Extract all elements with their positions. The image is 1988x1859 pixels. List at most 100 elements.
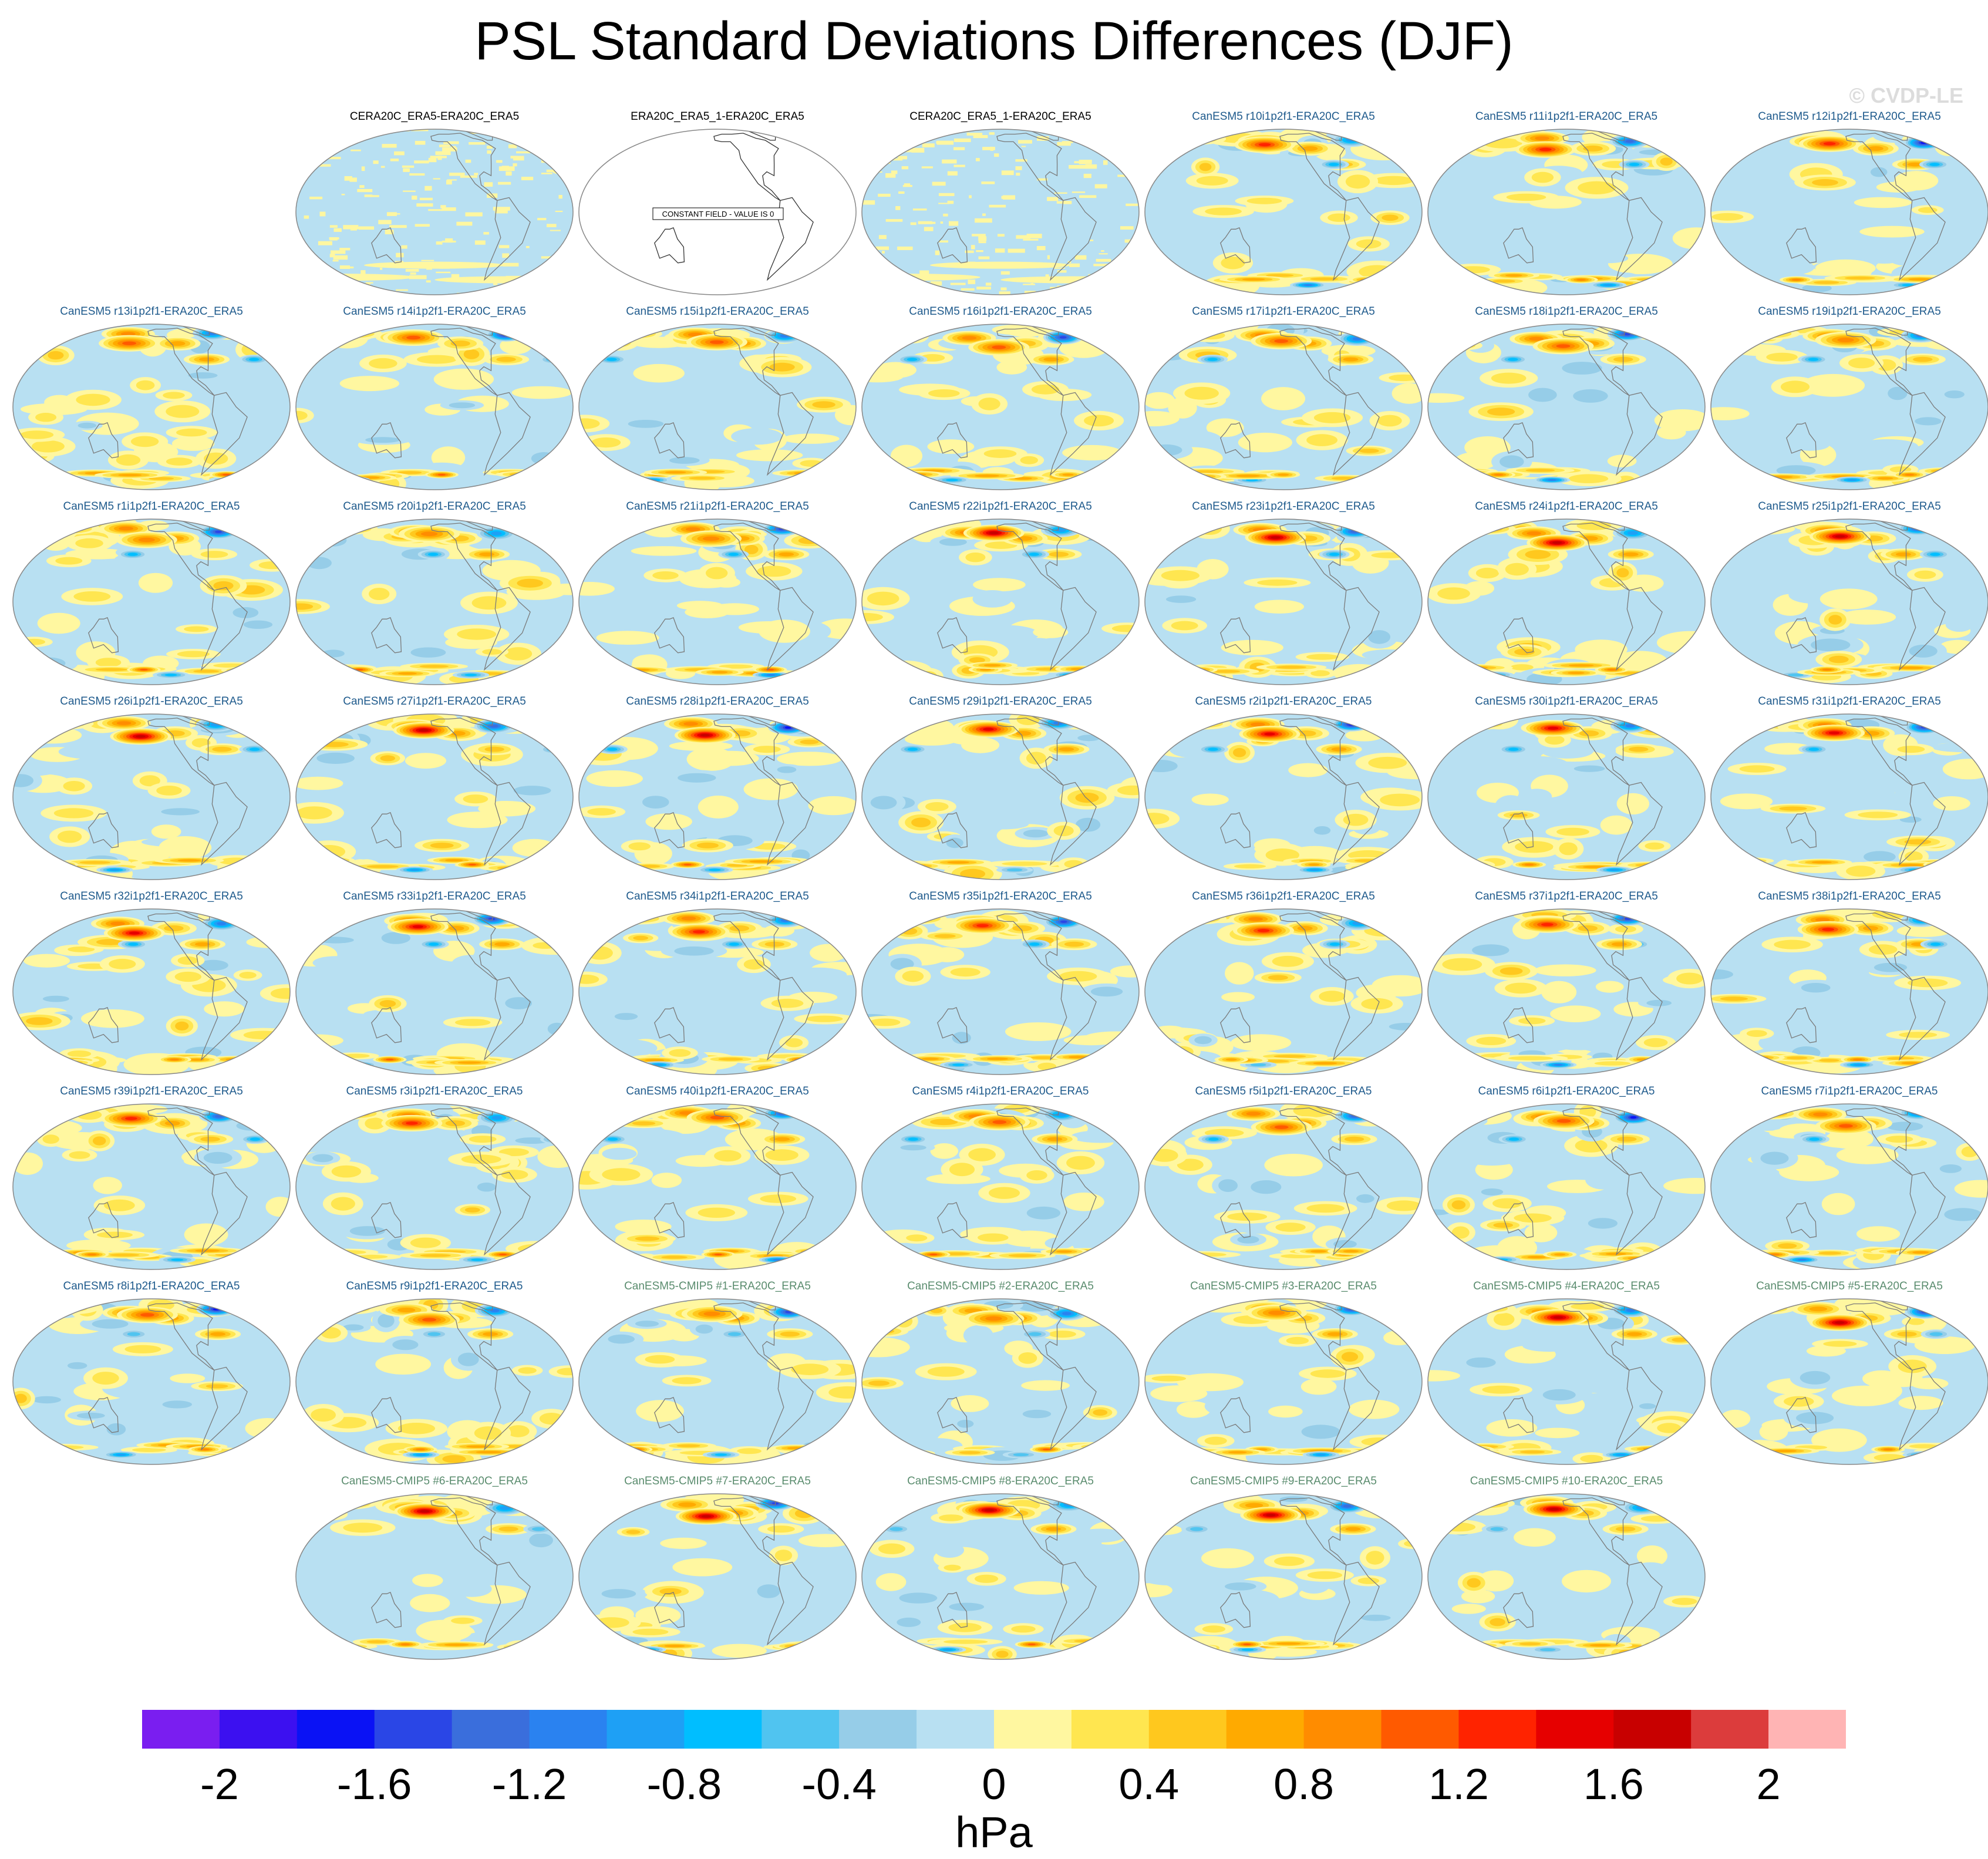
colorbar-swatch — [606, 1710, 685, 1749]
colorbar-swatch — [219, 1710, 298, 1749]
map-globe — [861, 1298, 1140, 1465]
colorbar-tick-label: -0.8 — [646, 1760, 722, 1809]
map-globe — [578, 1298, 857, 1465]
map-panel: CanESM5 r35i1p2f1-ERA20C_ERA5 — [860, 890, 1141, 1077]
map-panel: CanESM5 r15i1p2f1-ERA20C_ERA5 — [577, 305, 858, 492]
map-panel-title: CanESM5 r16i1p2f1-ERA20C_ERA5 — [909, 305, 1092, 318]
colorbar-swatch — [1381, 1710, 1460, 1749]
map-panel: CanESM5-CMIP5 #9-ERA20C_ERA5 — [1143, 1475, 1424, 1662]
constant-field-note: CONSTANT FIELD - VALUE IS 0 — [662, 210, 774, 218]
map-panel-title: CanESM5-CMIP5 #8-ERA20C_ERA5 — [907, 1475, 1094, 1487]
map-panel: CanESM5 r38i1p2f1-ERA20C_ERA5 — [1709, 890, 1988, 1077]
map-panel-title: CanESM5 r18i1p2f1-ERA20C_ERA5 — [1475, 305, 1658, 318]
map-panel: CanESM5 r2i1p2f1-ERA20C_ERA5 — [1143, 695, 1424, 882]
map-panel-title: CanESM5 r1i1p2f1-ERA20C_ERA5 — [63, 500, 240, 513]
colorbar-tick-labels: -2 -1.6 -1.2 -0.8 -0.4 0 0.4 0.8 1.2 1.6 2 — [0, 1759, 1988, 1818]
map-panel: CanESM5 r11i1p2f1-ERA20C_ERA5 — [1426, 110, 1707, 297]
map-globe — [12, 713, 291, 880]
map-panel-title: CanESM5 r15i1p2f1-ERA20C_ERA5 — [626, 305, 809, 318]
map-panel: CanESM5 r40i1p2f1-ERA20C_ERA5 — [577, 1085, 858, 1272]
map-panel-title: CanESM5 r32i1p2f1-ERA20C_ERA5 — [60, 890, 243, 902]
map-globe — [1710, 1103, 1988, 1270]
map-panel: CanESM5 r7i1p2f1-ERA20C_ERA5 — [1709, 1085, 1988, 1272]
colorbar-swatch — [1071, 1710, 1150, 1749]
map-panel: CanESM5 r16i1p2f1-ERA20C_ERA5 — [860, 305, 1141, 492]
map-panel: CanESM5 r18i1p2f1-ERA20C_ERA5 — [1426, 305, 1707, 492]
colorbar-swatch — [839, 1710, 917, 1749]
map-panel: CanESM5-CMIP5 #5-ERA20C_ERA5 — [1709, 1280, 1988, 1467]
map-globe — [1144, 908, 1423, 1075]
map-panel-title: CanESM5 r30i1p2f1-ERA20C_ERA5 — [1475, 695, 1658, 708]
colorbar-swatch — [994, 1710, 1072, 1749]
map-globe — [861, 1493, 1140, 1660]
map-globe — [12, 1103, 291, 1270]
colorbar-swatch — [1536, 1710, 1614, 1749]
map-globe — [295, 518, 574, 685]
map-globe — [1144, 324, 1423, 490]
map-globe — [1710, 324, 1988, 490]
map-panel-title: CanESM5 r14i1p2f1-ERA20C_ERA5 — [343, 305, 526, 318]
map-panel: CanESM5 r19i1p2f1-ERA20C_ERA5 — [1709, 305, 1988, 492]
map-panel: CERA20C_ERA5-ERA20C_ERA5 — [294, 110, 575, 297]
map-panel-title: CanESM5-CMIP5 #3-ERA20C_ERA5 — [1190, 1280, 1377, 1292]
map-panel-title: CanESM5 r17i1p2f1-ERA20C_ERA5 — [1192, 305, 1375, 318]
map-panel-title: CanESM5-CMIP5 #7-ERA20C_ERA5 — [624, 1475, 811, 1487]
map-globe — [1144, 518, 1423, 685]
map-globe — [578, 518, 857, 685]
map-globe — [12, 324, 291, 490]
map-globe — [1427, 1298, 1706, 1465]
map-panel-title: CanESM5 r37i1p2f1-ERA20C_ERA5 — [1475, 890, 1658, 902]
map-globe — [578, 324, 857, 490]
map-panel-title: CanESM5 r24i1p2f1-ERA20C_ERA5 — [1475, 500, 1658, 513]
map-panel: CanESM5-CMIP5 #7-ERA20C_ERA5 — [577, 1475, 858, 1662]
map-panel-title: CanESM5-CMIP5 #6-ERA20C_ERA5 — [341, 1475, 528, 1487]
map-panel-title: CanESM5 r23i1p2f1-ERA20C_ERA5 — [1192, 500, 1375, 513]
map-panel-title: CanESM5 r21i1p2f1-ERA20C_ERA5 — [626, 500, 809, 513]
map-panel-title: CanESM5 r35i1p2f1-ERA20C_ERA5 — [909, 890, 1092, 902]
colorbar-swatch — [761, 1710, 840, 1749]
colorbar — [142, 1710, 1846, 1749]
map-panel-title: CanESM5 r5i1p2f1-ERA20C_ERA5 — [1195, 1085, 1372, 1097]
map-panel-title: CanESM5 r10i1p2f1-ERA20C_ERA5 — [1192, 110, 1375, 123]
map-panel-title: CanESM5 r7i1p2f1-ERA20C_ERA5 — [1761, 1085, 1938, 1097]
map-globe — [295, 908, 574, 1075]
map-panel: CanESM5 r1i1p2f1-ERA20C_ERA5 — [11, 500, 292, 687]
map-panel-title: CanESM5 r31i1p2f1-ERA20C_ERA5 — [1758, 695, 1941, 708]
colorbar-swatch — [529, 1710, 608, 1749]
map-panel-title: CanESM5-CMIP5 #1-ERA20C_ERA5 — [624, 1280, 811, 1292]
map-panel-title: CanESM5 r38i1p2f1-ERA20C_ERA5 — [1758, 890, 1941, 902]
map-globe — [1144, 1298, 1423, 1465]
map-panel: CanESM5 r37i1p2f1-ERA20C_ERA5 — [1426, 890, 1707, 1077]
map-globe — [861, 324, 1140, 490]
colorbar-swatch — [1148, 1710, 1227, 1749]
colorbar-tick-label: 0 — [982, 1760, 1006, 1809]
map-panel-title: CanESM5 r3i1p2f1-ERA20C_ERA5 — [346, 1085, 523, 1097]
map-panel: CanESM5-CMIP5 #1-ERA20C_ERA5 — [577, 1280, 858, 1467]
map-globe — [578, 908, 857, 1075]
map-globe — [861, 908, 1140, 1075]
map-globe — [1710, 713, 1988, 880]
map-panel-title: CanESM5 r20i1p2f1-ERA20C_ERA5 — [343, 500, 526, 513]
map-panel: CanESM5 r22i1p2f1-ERA20C_ERA5 — [860, 500, 1141, 687]
map-panel: CanESM5 r33i1p2f1-ERA20C_ERA5 — [294, 890, 575, 1077]
map-globe — [1144, 713, 1423, 880]
map-globe — [1427, 908, 1706, 1075]
map-panel-title: CanESM5 r8i1p2f1-ERA20C_ERA5 — [63, 1280, 240, 1292]
map-panel-title: CanESM5 r33i1p2f1-ERA20C_ERA5 — [343, 890, 526, 902]
map-panel: CanESM5 r21i1p2f1-ERA20C_ERA5 — [577, 500, 858, 687]
map-panel-title: CanESM5 r6i1p2f1-ERA20C_ERA5 — [1478, 1085, 1655, 1097]
map-panel-title: CERA20C_ERA5_1-ERA20C_ERA5 — [909, 110, 1091, 123]
colorbar-tick-label: -1.2 — [491, 1760, 567, 1809]
colorbar-tick-label: 0.4 — [1118, 1760, 1180, 1809]
map-globe — [1427, 1493, 1706, 1660]
map-panel: CanESM5 r13i1p2f1-ERA20C_ERA5 — [11, 305, 292, 492]
constant-field-box — [652, 207, 784, 220]
map-globe — [1710, 908, 1988, 1075]
map-globe — [861, 1103, 1140, 1270]
map-globe — [12, 518, 291, 685]
map-globe — [12, 908, 291, 1075]
map-panel: CanESM5 r27i1p2f1-ERA20C_ERA5 — [294, 695, 575, 882]
map-panel: CERA20C_ERA5_1-ERA20C_ERA5 — [860, 110, 1141, 297]
map-globe — [861, 518, 1140, 685]
map-panel-title: CERA20C_ERA5-ERA20C_ERA5 — [349, 110, 520, 123]
